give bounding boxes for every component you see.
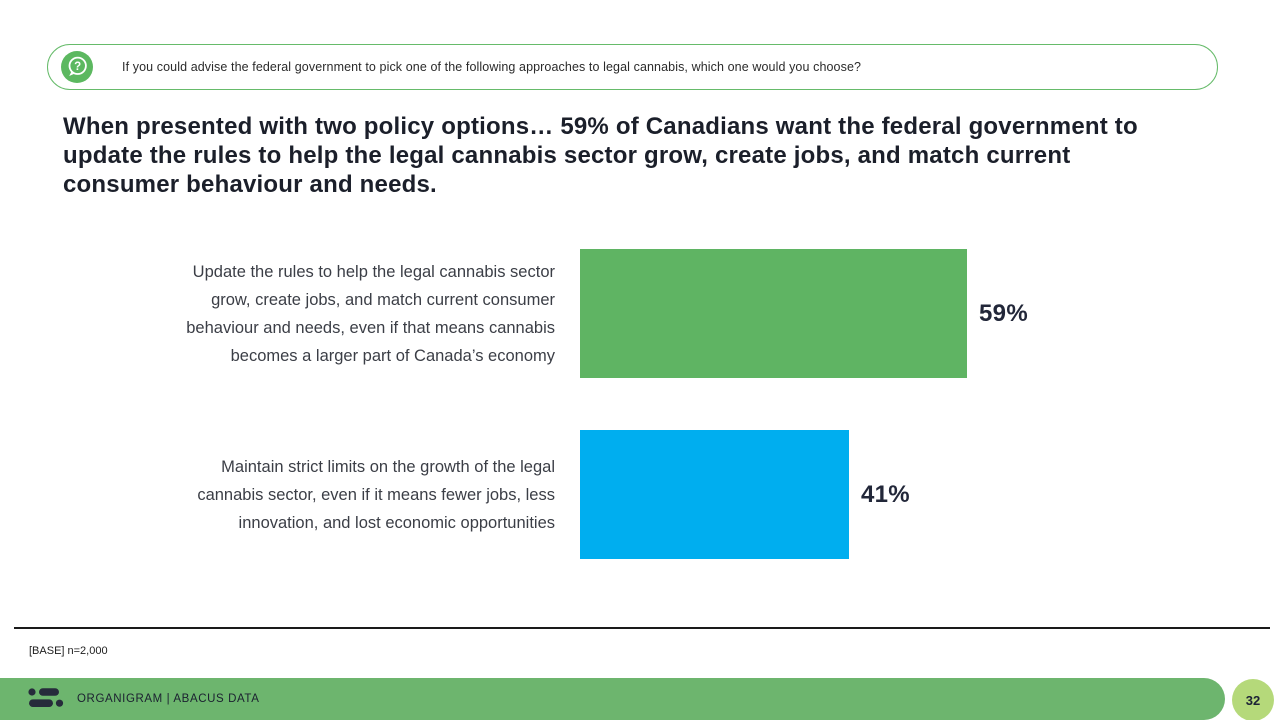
headline: When presented with two policy options… … — [63, 113, 1138, 198]
bar-label-line: innovation, and lost economic opportunit… — [238, 513, 555, 532]
svg-text:?: ? — [74, 61, 81, 73]
bar-label-line: grow, create jobs, and match current con… — [211, 290, 555, 309]
bar-label-line: Maintain strict limits on the growth of … — [221, 457, 555, 476]
bar-label-maintain-limits: Maintain strict limits on the growth of … — [100, 430, 555, 559]
footer-bar: ORGANIGRAM | ABACUS DATA — [0, 678, 1225, 720]
bar-label-line: becomes a larger part of Canada’s econom… — [230, 346, 555, 365]
base-footnote: [BASE] n=2,000 — [29, 645, 108, 657]
bar-track: 59% — [580, 249, 1236, 378]
bar-maintain-limits — [580, 430, 849, 559]
bar-value-update-rules: 59% — [979, 299, 1028, 327]
chart-row-update-rules: Update the rules to help the legal canna… — [0, 249, 1280, 378]
organigram-logo-icon — [28, 688, 64, 707]
brand-text: ORGANIGRAM | ABACUS DATA — [77, 693, 260, 705]
bar-value-maintain-limits: 41% — [860, 480, 910, 508]
bar-label-update-rules: Update the rules to help the legal canna… — [100, 249, 555, 378]
question-banner: ? If you could advise the federal govern… — [47, 44, 1218, 90]
question-speech-bubble-icon: ? — [61, 51, 93, 83]
bar-label-line: Update the rules to help the legal canna… — [192, 262, 555, 281]
question-text: If you could advise the federal governme… — [122, 60, 862, 74]
bar-update-rules — [580, 249, 968, 378]
chart-row-maintain-limits: Maintain strict limits on the growth of … — [0, 430, 1280, 559]
bar-track: 41% — [580, 430, 1236, 559]
footer-divider — [14, 627, 1270, 629]
bar-label-line: behaviour and needs, even if that means … — [186, 318, 555, 337]
bar-label-line: cannabis sector, even if it means fewer … — [197, 485, 555, 504]
page-number-badge: 32 — [1232, 679, 1274, 720]
